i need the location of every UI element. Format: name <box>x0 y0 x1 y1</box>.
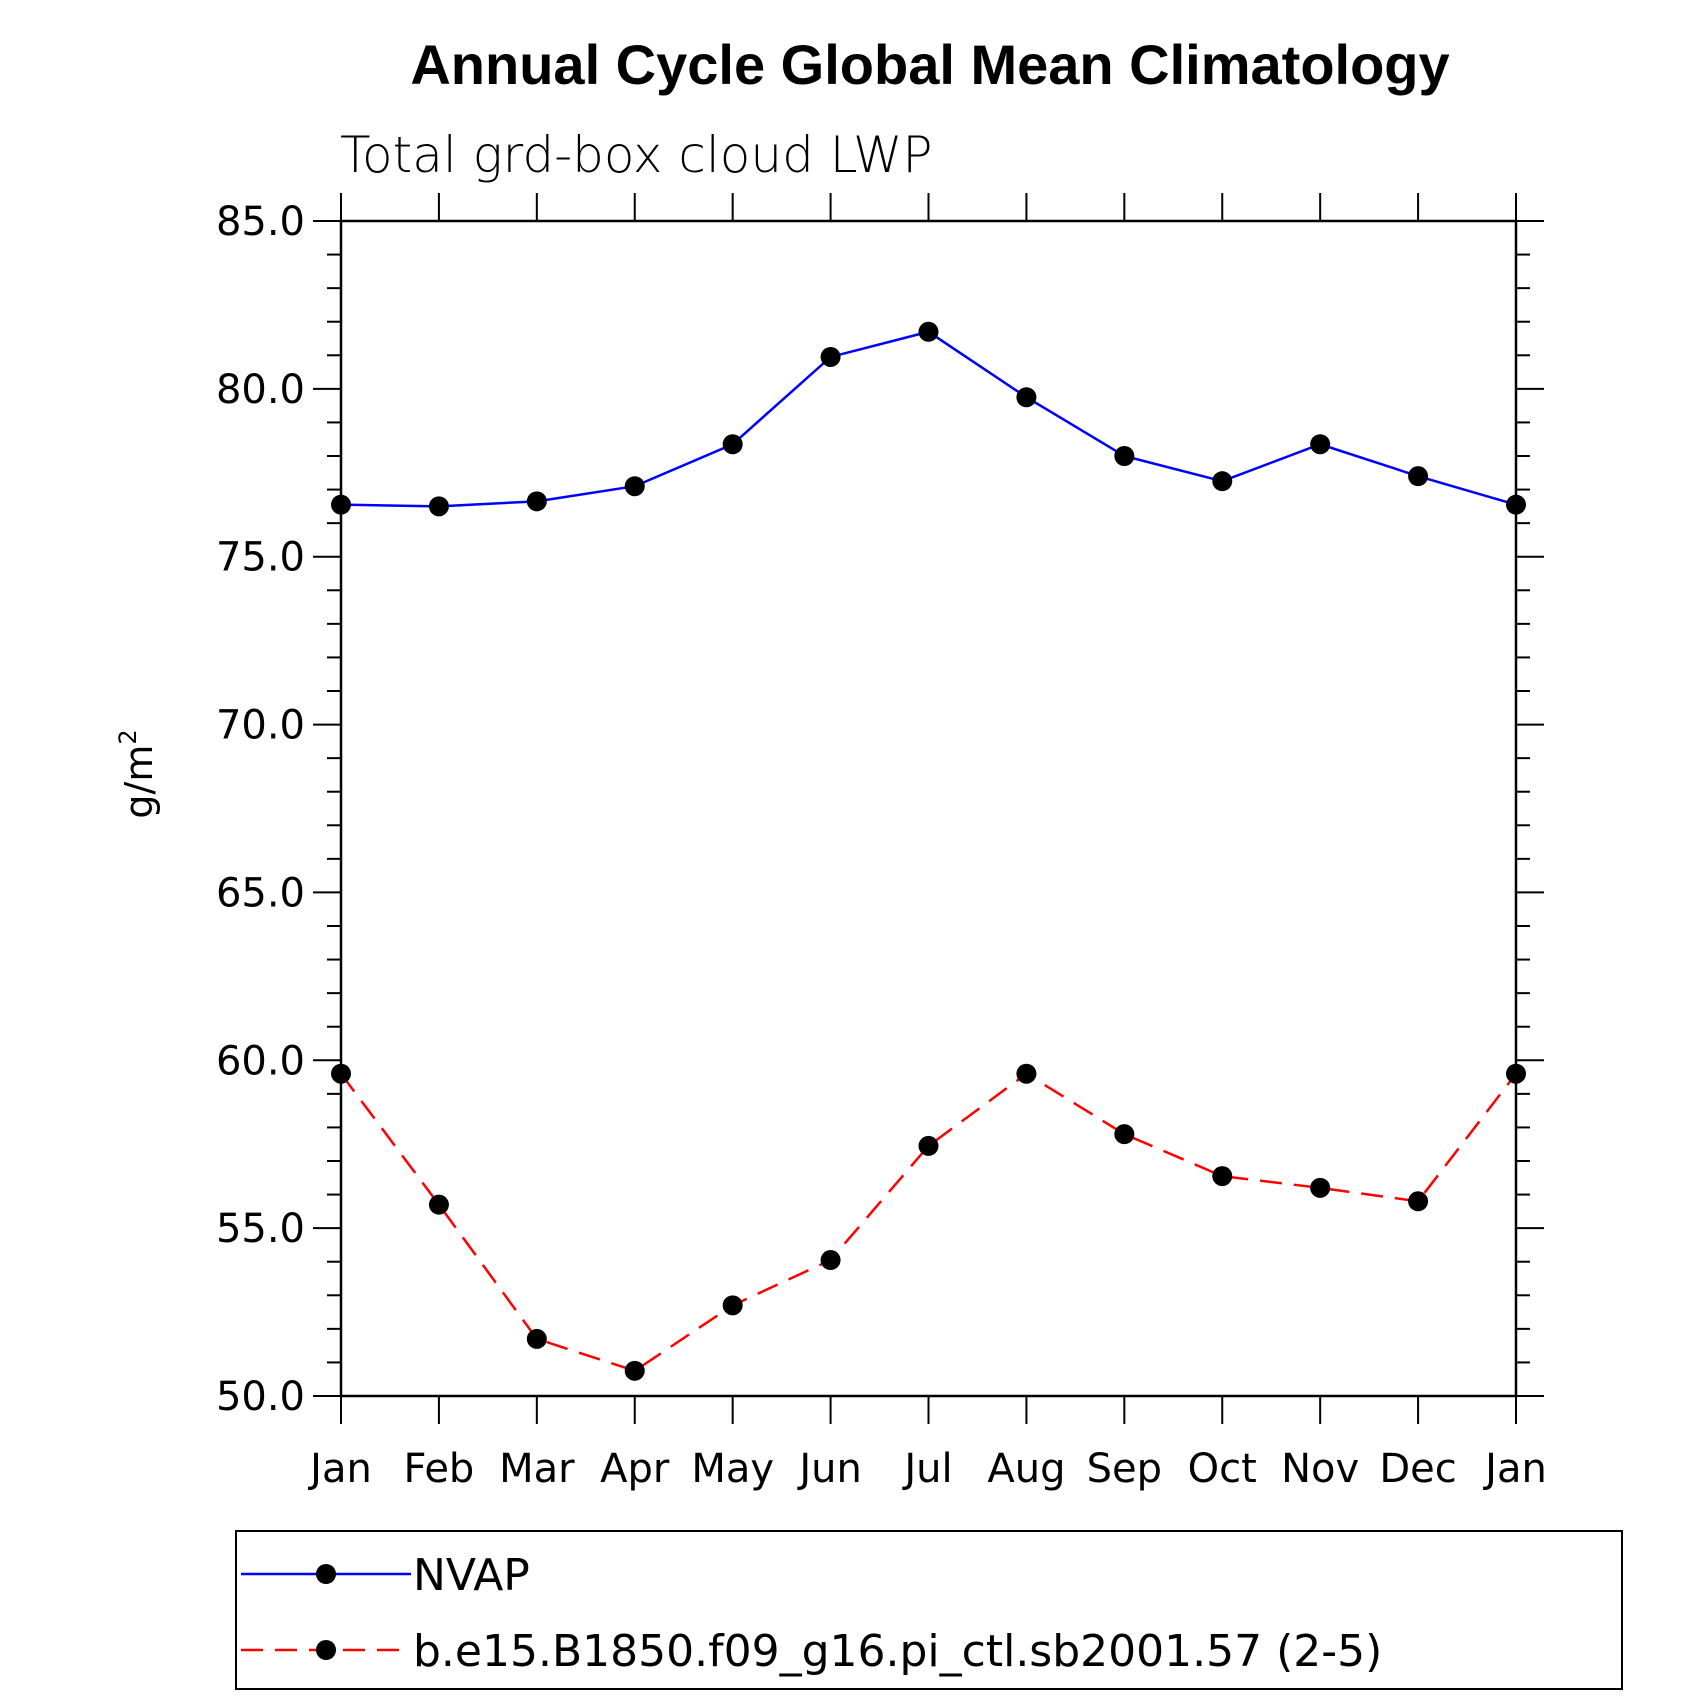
y-axis-label-superscript: 2 <box>114 729 142 744</box>
x-tick-label: Sep <box>1087 1446 1162 1492</box>
series-point <box>331 1063 351 1084</box>
series-point <box>624 476 645 497</box>
x-tick-label: Mar <box>499 1446 575 1492</box>
y-tick-label: 80.0 <box>216 367 305 413</box>
x-tick-label: Nov <box>1281 1446 1359 1492</box>
y-tick-label: 70.0 <box>216 703 305 749</box>
series-point <box>1114 1124 1135 1145</box>
x-tick-label: Oct <box>1188 1446 1257 1492</box>
x-tick-label: Dec <box>1379 1446 1456 1492</box>
series-point <box>722 434 743 455</box>
y-axis-label-text: g/m <box>117 745 161 819</box>
x-tick-label: Jan <box>307 1446 372 1492</box>
plot-frame <box>339 219 1518 1398</box>
series-point <box>428 496 449 517</box>
x-tick-label: Aug <box>987 1446 1065 1492</box>
y-tick-label: 50.0 <box>216 1374 305 1420</box>
y-tick-label: 75.0 <box>216 535 305 581</box>
series-point <box>1016 1063 1037 1084</box>
series-line <box>340 330 1517 508</box>
series-point <box>1506 494 1526 515</box>
series-point <box>1016 387 1037 408</box>
series-point <box>1506 1063 1526 1084</box>
chart-subtitle: Total grd-box cloud LWP <box>340 126 933 184</box>
y-axis-label: g/m2 <box>114 729 161 818</box>
axes: 50.0 55.0 60.0 65.0 70.0 75.0 80.0 85.0 Jan Feb Ma… <box>216 193 1547 1492</box>
x-tick-label: Jun <box>796 1446 862 1492</box>
series-layer <box>331 321 1526 1381</box>
legend-marker <box>316 1640 336 1660</box>
x-tick-label: Jul <box>901 1446 952 1492</box>
legend: NVAP b.e15.B1850.f09_g16.pi_ctl.sb2001.57… <box>235 1530 1623 1690</box>
svg-text:g/m2: g/m2 <box>114 729 161 818</box>
series-point <box>918 1135 939 1156</box>
series-point <box>918 321 939 342</box>
series-point <box>428 1194 449 1215</box>
legend-box <box>235 1530 1623 1690</box>
chart-title: Annual Cycle Global Mean Climatology <box>410 33 1449 96</box>
y-tick-label: 65.0 <box>216 870 305 916</box>
y-tick-label: 55.0 <box>216 1206 305 1252</box>
series-point <box>624 1360 645 1381</box>
series-line <box>339 1072 1517 1373</box>
series-point <box>722 1295 743 1316</box>
series-point <box>820 1250 841 1271</box>
series-point <box>1408 466 1429 487</box>
legend-label: NVAP <box>413 1550 530 1601</box>
legend-marker <box>316 1564 336 1584</box>
series-point <box>526 491 547 512</box>
series-point <box>1408 1191 1429 1212</box>
x-tick-label: Feb <box>404 1446 475 1492</box>
legend-label: b.e15.B1850.f09_g16.pi_ctl.sb2001.57 (2-… <box>413 1626 1382 1677</box>
series-point <box>1310 434 1331 455</box>
series-point <box>1114 446 1135 466</box>
series-point <box>526 1328 547 1349</box>
y-tick-label: 85.0 <box>216 199 305 245</box>
legend-entries: NVAP b.e15.B1850.f09_g16.pi_ctl.sb2001.57… <box>241 1550 1382 1677</box>
series-point <box>1310 1177 1331 1198</box>
series-point <box>820 346 841 367</box>
y-tick-label: 60.0 <box>216 1038 305 1084</box>
series-point <box>331 494 351 515</box>
x-tick-label: Apr <box>600 1446 670 1492</box>
x-tick-label: Jan <box>1482 1446 1547 1492</box>
series-point <box>1212 1166 1233 1187</box>
x-tick-label: May <box>691 1446 774 1492</box>
series-point <box>1212 471 1233 492</box>
